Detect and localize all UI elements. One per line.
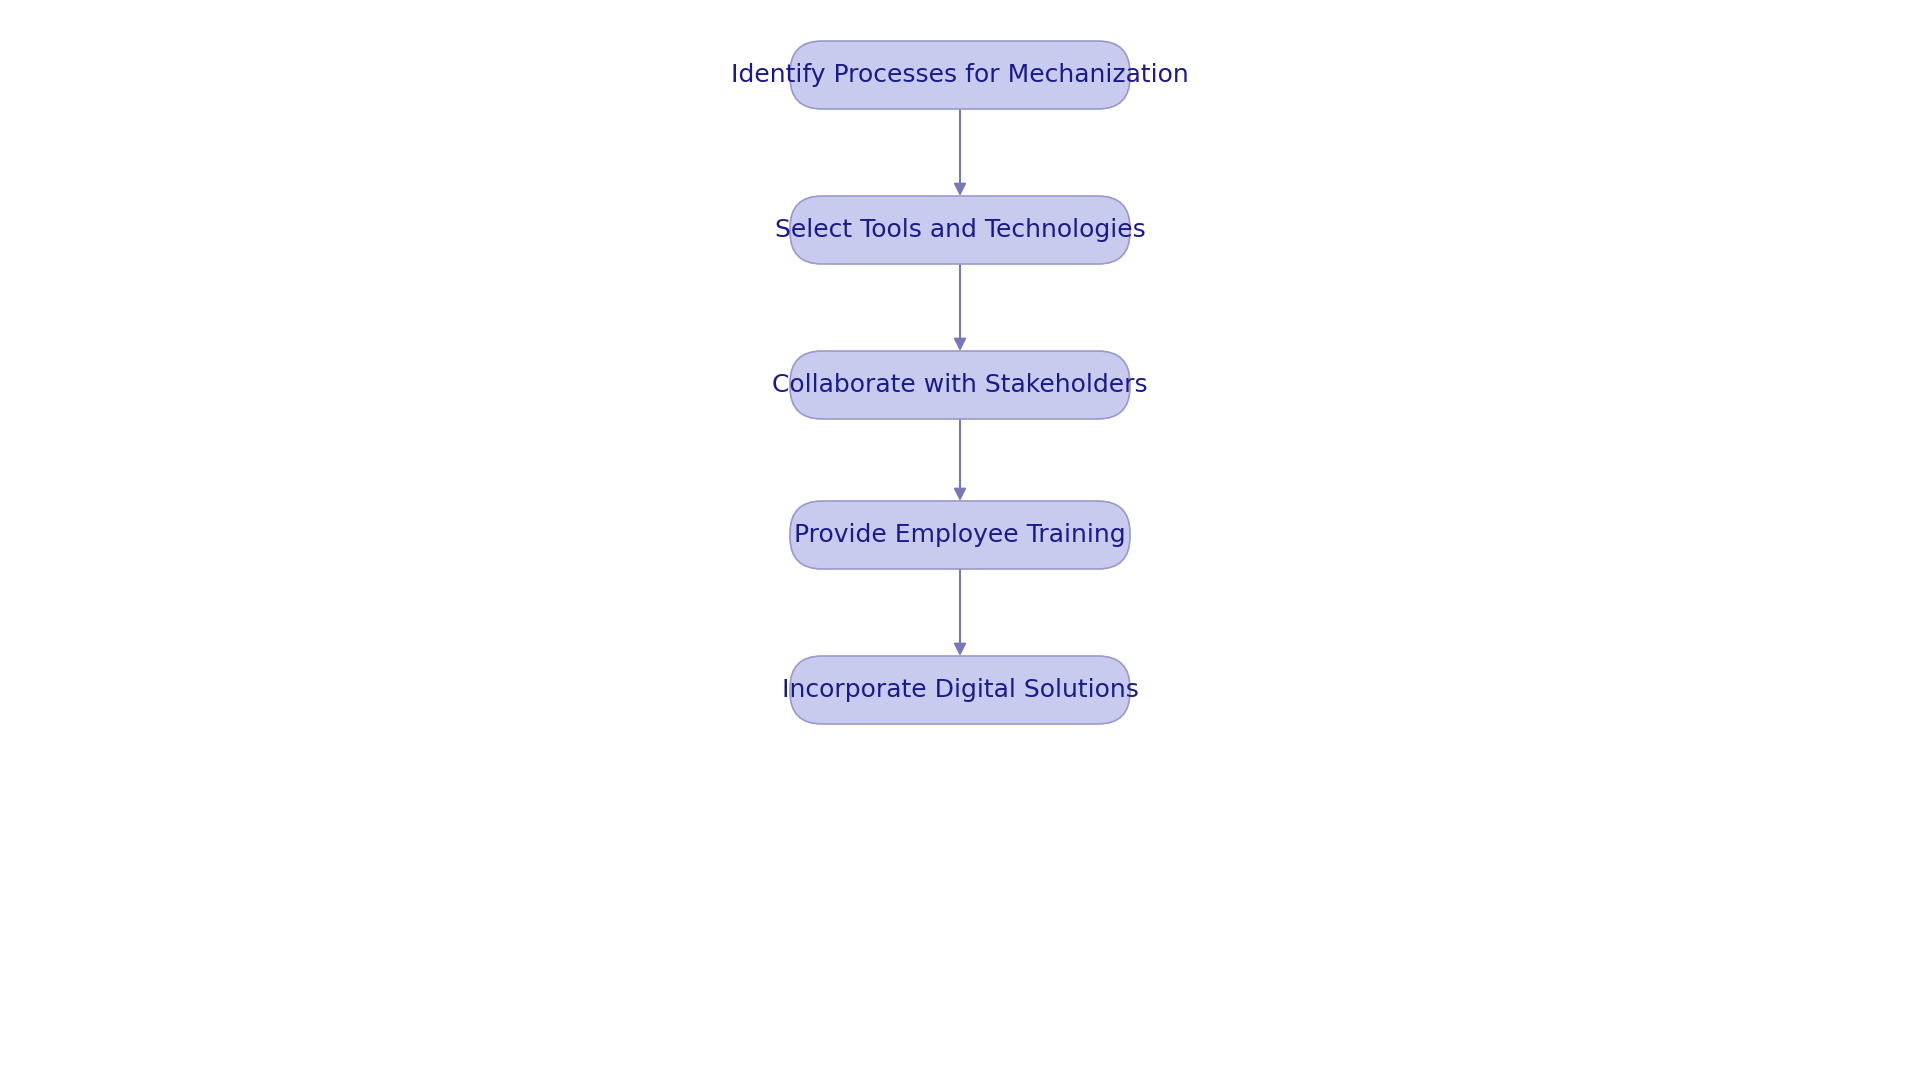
Text: Select Tools and Technologies: Select Tools and Technologies [774,218,1146,242]
FancyBboxPatch shape [789,195,1131,264]
Text: Identify Processes for Mechanization: Identify Processes for Mechanization [732,63,1188,87]
Text: Collaborate with Stakeholders: Collaborate with Stakeholders [772,373,1148,397]
FancyBboxPatch shape [789,351,1131,419]
Text: Provide Employee Training: Provide Employee Training [795,523,1125,546]
FancyBboxPatch shape [789,501,1131,569]
FancyBboxPatch shape [789,656,1131,724]
Text: Incorporate Digital Solutions: Incorporate Digital Solutions [781,678,1139,702]
FancyBboxPatch shape [789,41,1131,109]
